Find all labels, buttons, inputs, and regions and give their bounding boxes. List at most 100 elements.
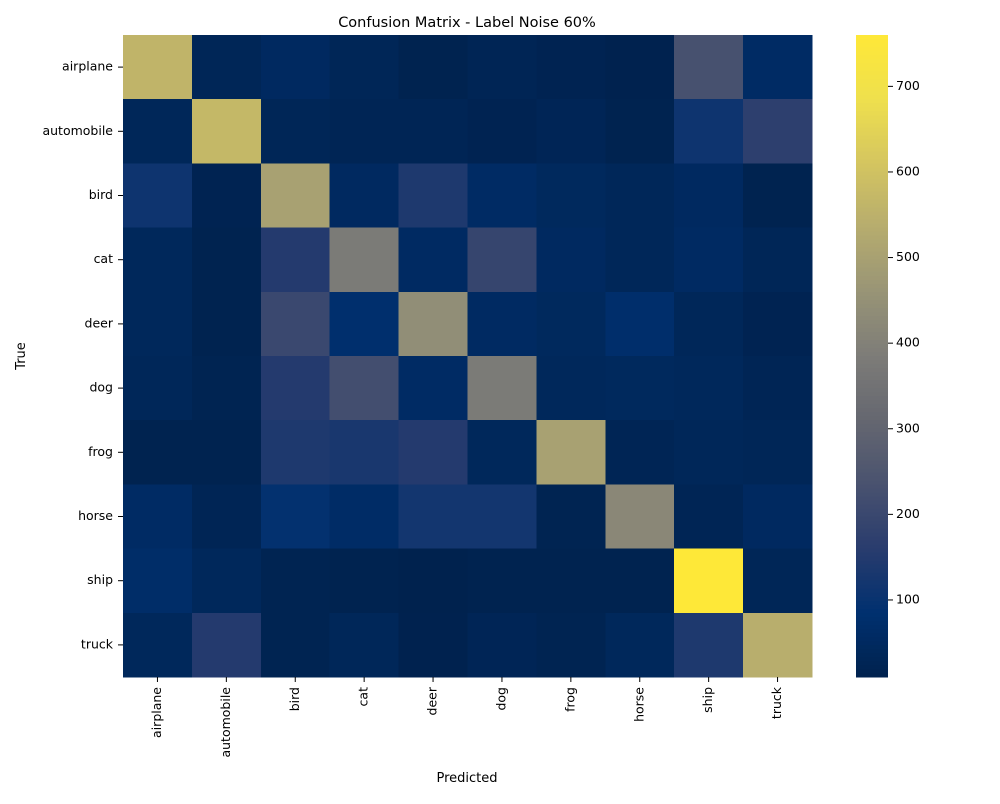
heatmap-cell (605, 99, 675, 164)
colorbar-segment (856, 179, 888, 185)
heatmap-cell (743, 612, 813, 678)
colorbar-segment (856, 664, 888, 670)
heatmap-cell (605, 420, 675, 485)
y-tick-label: deer (85, 315, 114, 330)
heatmap-cell (536, 548, 606, 614)
colorbar-segment (856, 616, 888, 622)
colorbar-segment (856, 143, 888, 148)
colorbar-segment (856, 484, 888, 490)
colorbar-segment (856, 512, 888, 518)
heatmap-cell (536, 291, 606, 357)
colorbar-segment (856, 199, 888, 205)
colorbar-tick-label: 700 (896, 78, 920, 93)
colorbar-segment (856, 255, 888, 261)
colorbar-segment (856, 307, 888, 313)
heatmap-cell (329, 548, 400, 614)
colorbar-segment (856, 87, 888, 92)
colorbar-segment (856, 43, 888, 48)
colorbar-segment (856, 39, 888, 44)
colorbar-segment (856, 632, 888, 638)
colorbar-segment (856, 155, 888, 160)
colorbar-segment (856, 223, 888, 229)
colorbar-segment (856, 468, 888, 473)
colorbar-segment (856, 520, 888, 526)
heatmap-cell (467, 99, 537, 164)
colorbar-segment (856, 416, 888, 421)
colorbar-segment (856, 327, 888, 333)
y-tick-label: frog (88, 444, 113, 459)
heatmap-cell (329, 291, 400, 357)
colorbar-segment (856, 612, 888, 618)
heatmap-cell (123, 420, 193, 485)
colorbar-segment (856, 472, 888, 477)
heatmap-cell (674, 99, 744, 164)
heatmap-cell (467, 420, 537, 485)
x-tick-label: airplane (149, 687, 164, 738)
colorbar-segment (856, 159, 888, 164)
colorbar-segment (856, 596, 888, 602)
colorbar-segment (856, 287, 888, 293)
heatmap-cell (743, 227, 813, 293)
colorbar-segment (856, 540, 888, 546)
colorbar-segment (856, 584, 888, 590)
heatmap-cell (536, 99, 606, 164)
colorbar-segment (856, 339, 888, 345)
colorbar-segment (856, 356, 888, 361)
colorbar-segment (856, 504, 888, 510)
colorbar-segment (856, 652, 888, 658)
colorbar-segment (856, 139, 888, 144)
colorbar-segment (856, 500, 888, 506)
colorbar-segment (856, 323, 888, 329)
heatmap-cell (329, 356, 400, 421)
heatmap-cell (536, 484, 606, 550)
colorbar-segment (856, 343, 888, 349)
colorbar-segment (856, 315, 888, 321)
heatmap-cell (191, 35, 262, 100)
colorbar-segment (856, 600, 888, 606)
y-ticks: airplane automobile bird cat deer dog frog hors… (42, 59, 123, 651)
colorbar-segment (856, 388, 888, 393)
heatmap-cell (260, 548, 331, 614)
colorbar-segment (856, 347, 888, 353)
colorbar-segment (856, 624, 888, 630)
colorbar-segment (856, 251, 888, 257)
colorbar-segment (856, 440, 888, 445)
colorbar-segment (856, 528, 888, 534)
colorbar-segment (856, 83, 888, 88)
heatmap-cell (605, 35, 675, 100)
chart-title: Confusion Matrix - Label Noise 60% (338, 15, 596, 31)
y-tick-label: ship (87, 572, 113, 587)
colorbar-segment (856, 660, 888, 666)
colorbar-segment (856, 219, 888, 225)
heatmap-cell (260, 420, 331, 485)
colorbar-segment (856, 131, 888, 136)
colorbar-segment (856, 271, 888, 277)
heatmap-cell (123, 548, 193, 614)
heatmap-cell (674, 227, 744, 293)
heatmap-cell (536, 612, 606, 678)
heatmap-cell (605, 291, 675, 357)
colorbar-segment (856, 376, 888, 381)
heatmap-cell (260, 484, 331, 550)
heatmap-cell (467, 291, 537, 357)
heatmap-cell (467, 35, 537, 100)
x-tick-label: dog (493, 687, 508, 711)
colorbar-segment (856, 267, 888, 273)
colorbar-segment (856, 163, 888, 169)
colorbar-segment (856, 75, 888, 80)
colorbar-segment (856, 191, 888, 197)
colorbar-segment (856, 243, 888, 249)
colorbar-segment (856, 536, 888, 542)
colorbar-segment (856, 480, 888, 485)
heatmap-cell (398, 35, 469, 100)
colorbar-segment (856, 259, 888, 265)
y-tick-label: bird (89, 187, 113, 202)
colorbar-segment (856, 231, 888, 237)
colorbar-segment (856, 408, 888, 413)
colorbar-segment (856, 620, 888, 626)
colorbar-segment (856, 516, 888, 522)
colorbar-segment (856, 524, 888, 530)
heatmap-cell (605, 227, 675, 293)
colorbar-segment (856, 448, 888, 453)
